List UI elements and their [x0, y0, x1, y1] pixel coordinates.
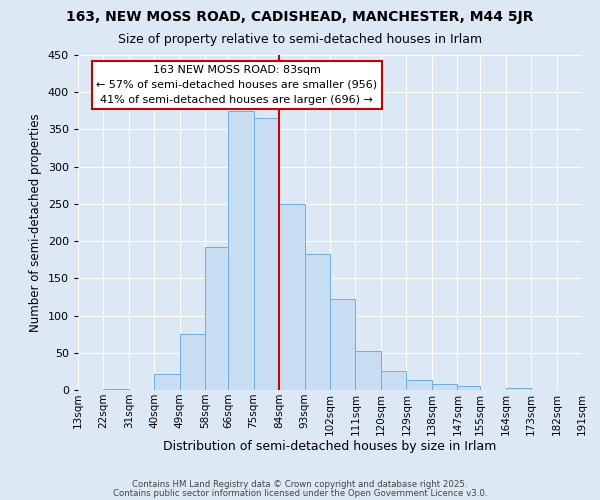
Text: 163, NEW MOSS ROAD, CADISHEAD, MANCHESTER, M44 5JR: 163, NEW MOSS ROAD, CADISHEAD, MANCHESTE…	[66, 10, 534, 24]
Text: Contains HM Land Registry data © Crown copyright and database right 2025.: Contains HM Land Registry data © Crown c…	[132, 480, 468, 489]
Bar	[180, 334, 205, 390]
Bar	[457, 386, 480, 390]
Bar	[330, 299, 355, 390]
Bar	[154, 374, 180, 390]
Bar	[432, 384, 457, 390]
Bar	[279, 204, 305, 390]
Bar	[254, 118, 279, 390]
Bar	[205, 247, 228, 390]
Bar	[228, 111, 254, 390]
Bar	[406, 380, 432, 390]
Text: Contains public sector information licensed under the Open Government Licence v3: Contains public sector information licen…	[113, 488, 487, 498]
Bar	[355, 350, 381, 390]
Bar	[381, 372, 406, 390]
Text: Size of property relative to semi-detached houses in Irlam: Size of property relative to semi-detach…	[118, 32, 482, 46]
X-axis label: Distribution of semi-detached houses by size in Irlam: Distribution of semi-detached houses by …	[163, 440, 497, 454]
Y-axis label: Number of semi-detached properties: Number of semi-detached properties	[29, 113, 42, 332]
Bar	[305, 254, 330, 390]
Bar	[506, 388, 531, 390]
Text: 163 NEW MOSS ROAD: 83sqm
← 57% of semi-detached houses are smaller (956)
41% of : 163 NEW MOSS ROAD: 83sqm ← 57% of semi-d…	[96, 65, 377, 104]
